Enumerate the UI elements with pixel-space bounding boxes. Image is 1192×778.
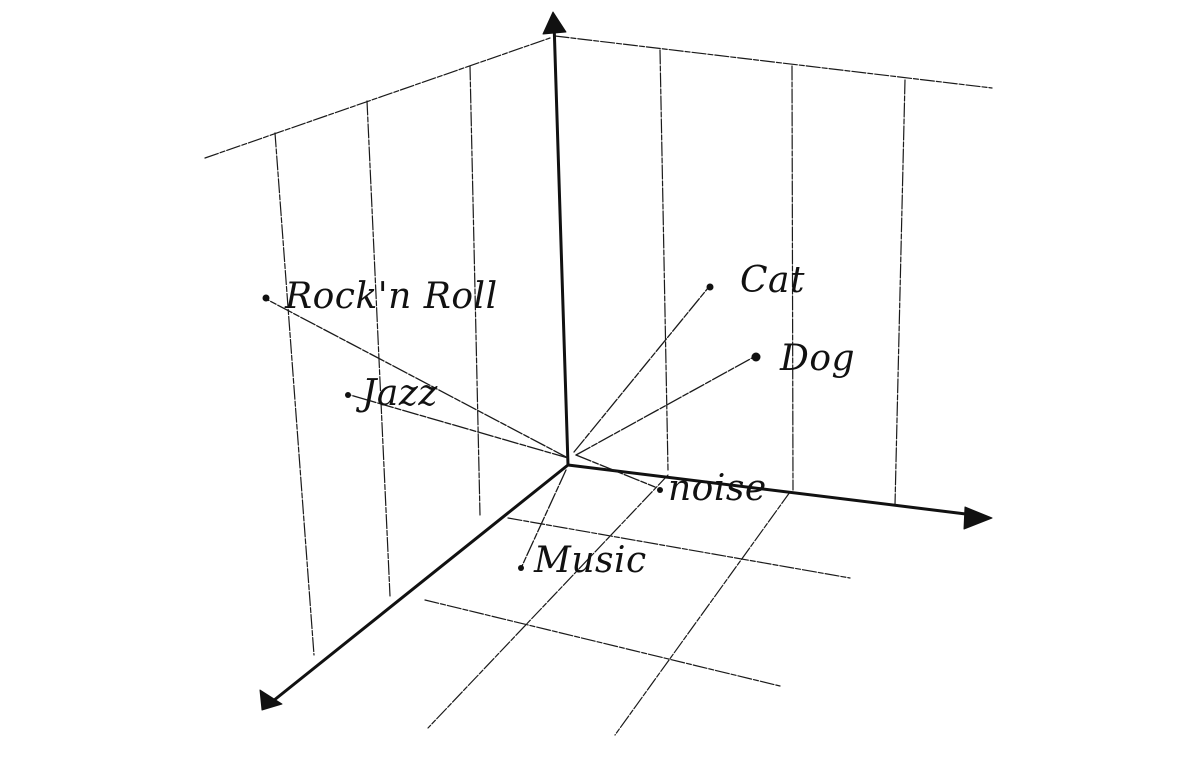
- point-label-cat: Cat: [740, 260, 805, 301]
- points: Rock'n Roll Jazz Cat Dog noise Music: [262, 260, 855, 581]
- vector-cat: [573, 287, 709, 453]
- floor-line-a: [507, 517, 851, 579]
- floor-line-c: [427, 474, 669, 729]
- left-wall-grid: [204, 37, 551, 656]
- point-dot-dog: [751, 352, 761, 362]
- vertical-axis: [552, 20, 570, 467]
- right-wall-vertical-3: [894, 79, 906, 506]
- right-wall-vertical-2: [791, 65, 794, 491]
- point-dot-jazz: [345, 392, 351, 398]
- right-axis-arrow: [963, 506, 993, 530]
- left-wall-vertical-2: [366, 100, 391, 597]
- point-label-jazz: Jazz: [355, 373, 438, 414]
- vector-jazz: [349, 394, 569, 459]
- front-left-axis-arrow: [259, 689, 283, 711]
- right-wall-grid: [554, 35, 993, 506]
- point-label-music: Music: [533, 540, 647, 581]
- axes: [259, 11, 993, 711]
- point-label-dog: Dog: [779, 338, 855, 379]
- left-wall-top-edge: [204, 37, 551, 159]
- vector-dog: [575, 357, 753, 456]
- right-axis: [566, 463, 984, 518]
- point-label-noise: noise: [668, 468, 767, 509]
- vectors: [267, 287, 753, 567]
- floor-line-b: [424, 599, 781, 687]
- point-dot-cat: [706, 283, 714, 291]
- point-dot-music: [518, 565, 524, 571]
- point-label-rock-n-roll: Rock'n Roll: [284, 276, 498, 317]
- left-wall-vertical-3: [469, 65, 481, 516]
- point-dot-rock-n-roll: [262, 294, 270, 302]
- floor-line-d: [614, 491, 791, 736]
- point-dot-noise: [657, 487, 663, 493]
- right-wall-top-edge: [554, 35, 993, 89]
- vector-noise: [575, 454, 656, 488]
- front-left-axis: [266, 463, 570, 707]
- vector-music: [521, 469, 567, 567]
- floor-grid: [424, 474, 851, 736]
- left-wall-vertical-1: [274, 132, 315, 656]
- vector-rock-n-roll: [267, 299, 569, 459]
- right-wall-vertical-1: [659, 49, 669, 471]
- vertical-axis-arrow: [542, 11, 567, 35]
